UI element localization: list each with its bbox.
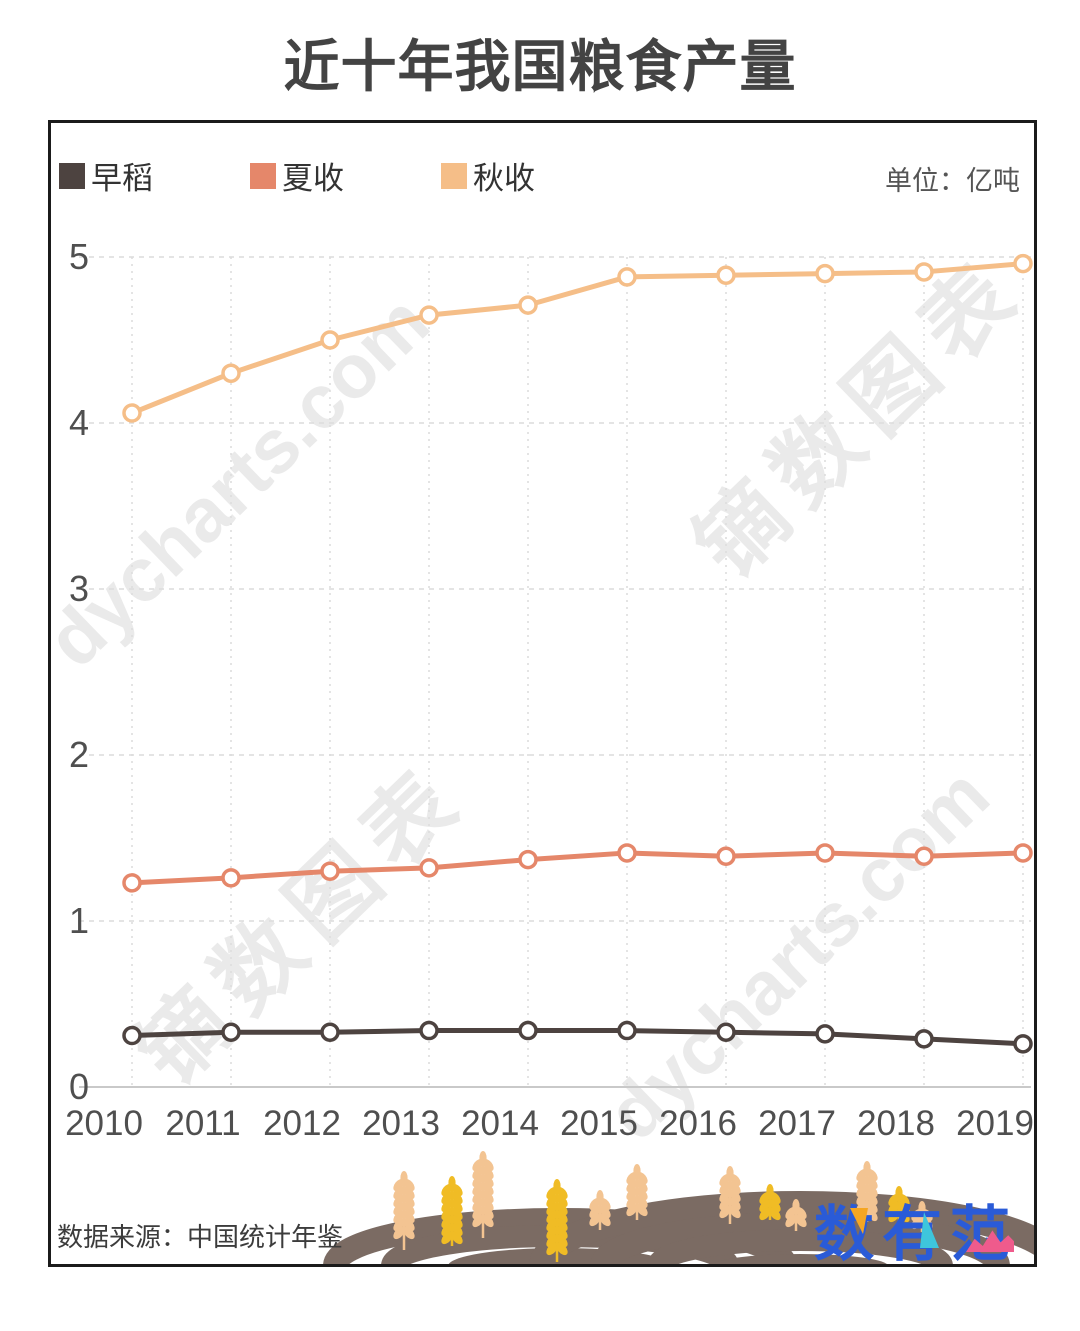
data-point-marker (221, 1022, 241, 1042)
x-tick-label: 2012 (263, 1104, 341, 1143)
data-point-marker (716, 1022, 736, 1042)
x-tick-label: 2016 (659, 1104, 737, 1143)
data-point-marker (221, 868, 241, 888)
legend-item-夏收: 夏收 (250, 153, 344, 198)
wheat-icon (719, 1166, 741, 1224)
field-arch-icon (713, 1254, 887, 1264)
data-point-marker (419, 1020, 439, 1041)
series-line-早稻 (129, 1028, 1026, 1047)
series-line-夏收 (129, 850, 1026, 886)
x-tick-label: 2017 (758, 1104, 836, 1143)
field-arch-icon (647, 1229, 953, 1264)
x-tick-label: 2019 (956, 1104, 1034, 1143)
data-point-marker (221, 363, 241, 383)
wheat-icon (441, 1176, 463, 1246)
data-point-marker (617, 843, 637, 863)
data-point-marker (419, 305, 439, 325)
brand-logo-text: 数有范 (814, 1201, 1018, 1267)
wheat-icon (626, 1164, 648, 1220)
data-point-marker (617, 267, 637, 287)
logo-teal-wedge-icon (920, 1212, 939, 1248)
data-point-marker (815, 263, 835, 284)
data-point-marker (1013, 843, 1033, 863)
data-point-marker (815, 843, 835, 863)
series-line-秋收 (129, 261, 1026, 416)
wheat-icon (888, 1186, 910, 1224)
data-point-marker (320, 1022, 340, 1042)
wheat-icon (759, 1184, 781, 1221)
data-point-marker (914, 262, 934, 282)
y-tick-label: 0 (69, 1066, 89, 1107)
field-arch-icon (529, 1191, 1034, 1264)
data-point-marker (320, 330, 340, 350)
wheat-icon (393, 1171, 415, 1250)
y-tick-label: 3 (69, 568, 89, 609)
logo-orange-triangle-icon (850, 1208, 868, 1234)
data-point-marker (716, 265, 736, 286)
y-tick-label: 1 (69, 900, 89, 941)
data-point-marker (914, 846, 934, 867)
legend-item-早稻: 早稻 (59, 153, 153, 198)
x-tick-label: 2014 (461, 1104, 539, 1143)
data-point-marker (815, 1024, 835, 1044)
data-point-marker (518, 849, 538, 870)
x-tick-label: 2013 (362, 1104, 440, 1143)
data-point-marker (419, 858, 439, 878)
data-point-marker (1013, 253, 1033, 274)
legend-label: 秋收 (473, 161, 535, 196)
data-point-marker (122, 873, 142, 893)
data-point-marker (122, 403, 142, 423)
data-point-marker (320, 861, 340, 881)
legend-item-秋收: 秋收 (441, 153, 535, 198)
y-tick-label: 2 (69, 734, 89, 775)
legend-label: 早稻 (91, 161, 153, 196)
line-chart-plot: 0 1 2 3 4 5 2010 2011 2012 2013 2014 2015 2016 2017 20… (65, 236, 1034, 1143)
unit-label: 单位：亿吨 (885, 166, 1020, 196)
wheat-field-decoration (323, 1151, 1034, 1264)
wheat-icon (785, 1199, 807, 1231)
legend-swatch-icon (441, 162, 467, 189)
legend-swatch-icon (59, 162, 85, 189)
wheat-icon (472, 1151, 494, 1238)
legend-label: 夏收 (282, 161, 344, 196)
wheat-icon (589, 1190, 611, 1230)
data-point-marker (1013, 1034, 1033, 1054)
x-tick-label: 2018 (857, 1104, 935, 1143)
data-point-marker (914, 1029, 934, 1049)
data-point-marker (617, 1020, 637, 1041)
data-source-label: 数据来源：中国统计年鉴 (57, 1222, 344, 1252)
data-point-marker (716, 846, 736, 867)
x-tick-label: 2011 (165, 1104, 240, 1143)
x-tick-label: 2015 (560, 1104, 638, 1143)
brand-logo: 数有范 (814, 1186, 1026, 1264)
y-tick-label: 5 (69, 236, 89, 277)
wheat-icon (546, 1179, 568, 1262)
chart-legend: 早稻 夏收 秋收 (59, 153, 632, 198)
data-point-marker (518, 1020, 538, 1041)
chart-title: 近十年我国粮食产量 (283, 35, 797, 98)
y-tick-label: 4 (69, 402, 89, 443)
legend-swatch-icon (250, 162, 276, 189)
chart-frame: dycharts.com 镝数图表 镝数图表 dycharts.com 早稻 夏收… (48, 120, 1037, 1267)
data-point-marker (122, 1025, 142, 1046)
data-point-marker (518, 295, 538, 315)
x-tick-label: 2010 (65, 1104, 143, 1143)
